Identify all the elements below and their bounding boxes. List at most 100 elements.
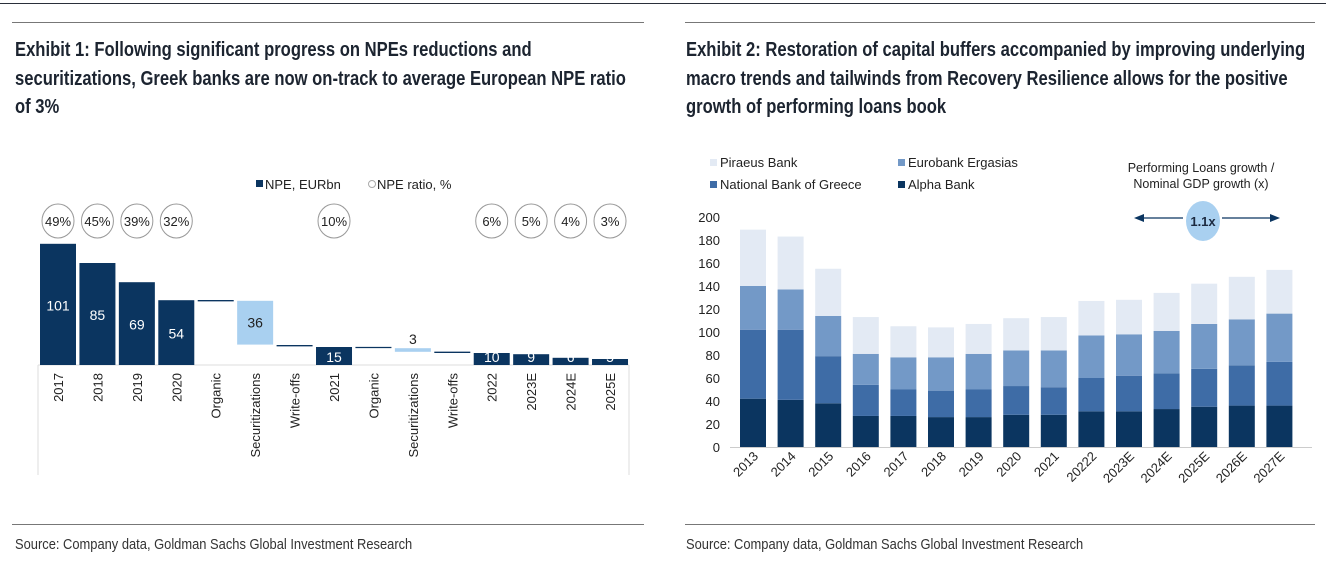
stack-segment-national-bank-of-greece xyxy=(1191,368,1218,407)
arrow-left-icon xyxy=(1134,214,1144,222)
x-tick-label: 2019 xyxy=(130,373,145,402)
x-tick-label: 2017 xyxy=(880,449,911,480)
stack-segment-national-bank-of-greece xyxy=(890,389,917,416)
npe-ratio-label: 49% xyxy=(45,214,71,229)
npe-ratio-bubble xyxy=(120,203,154,239)
stack-segment-national-bank-of-greece xyxy=(740,329,766,399)
stack-segment-eurobank-ergasias xyxy=(815,315,842,357)
legend-marker-ratio xyxy=(368,180,376,188)
securitization-label: 3 xyxy=(409,331,417,347)
securitization-label: 36 xyxy=(247,315,263,331)
npe-bar xyxy=(316,347,353,365)
npe-bar xyxy=(158,300,195,365)
stack-segment-alpha-bank xyxy=(1040,414,1067,447)
stack-segment-eurobank-ergasias xyxy=(1116,334,1142,376)
stack-segment-eurobank-ergasias xyxy=(740,286,766,330)
npe-bar-label: 5 xyxy=(606,349,614,365)
stack-segment-national-bank-of-greece xyxy=(1078,378,1105,412)
y-tick-label: 180 xyxy=(698,233,720,248)
securitization-bar xyxy=(394,348,431,352)
stack-segment-national-bank-of-greece xyxy=(1040,387,1067,415)
x-tick-label: 2023E xyxy=(524,373,539,411)
npe-ratio-bubble xyxy=(514,203,548,239)
legend-swatch xyxy=(898,159,905,166)
stack-segment-national-bank-of-greece xyxy=(965,389,992,418)
stack-segment-alpha-bank xyxy=(1003,414,1030,447)
stack-segment-piraeus-bank xyxy=(965,323,992,354)
npe-ratio-label: 5% xyxy=(522,214,541,229)
x-tick-label: 2024E xyxy=(564,373,579,411)
legend-label: Alpha Bank xyxy=(908,177,975,192)
stack-segment-national-bank-of-greece xyxy=(815,356,842,404)
npe-ratio-bubble xyxy=(159,203,193,239)
npe-ratio-bubble xyxy=(317,203,351,239)
npe-bar-label: 69 xyxy=(129,317,145,333)
exhibit2-source: Source: Company data, Goldman Sachs Glob… xyxy=(686,536,1084,553)
x-tick-label: 2023E xyxy=(1100,448,1137,485)
stack-segment-national-bank-of-greece xyxy=(1228,365,1255,406)
stack-segment-eurobank-ergasias xyxy=(1191,323,1218,369)
x-tick-label: Write-offs xyxy=(288,373,303,429)
x-tick-label: 2015 xyxy=(805,449,836,480)
x-tick-label: 2025E xyxy=(603,373,618,411)
npe-ratio-label: 10% xyxy=(321,214,347,229)
npe-ratio-label: 32% xyxy=(163,214,189,229)
x-tick-label: Organic xyxy=(366,373,381,419)
legend-label-ratio: NPE ratio, % xyxy=(377,177,452,192)
y-tick-label: 100 xyxy=(698,325,720,340)
npe-bar xyxy=(40,243,76,365)
stack-segment-alpha-bank xyxy=(1153,409,1180,447)
x-tick-label: Securitizations xyxy=(406,373,421,458)
npe-bar xyxy=(118,282,155,365)
y-tick-label: 120 xyxy=(698,302,720,317)
stack-segment-alpha-bank xyxy=(965,417,992,447)
stack-segment-alpha-bank xyxy=(740,398,766,447)
stack-segment-eurobank-ergasias xyxy=(1040,350,1067,388)
y-tick-label: 160 xyxy=(698,256,720,271)
stack-segment-piraeus-bank xyxy=(815,268,842,316)
npe-bar xyxy=(592,359,629,365)
npe-ratio-bubble xyxy=(593,203,627,239)
x-tick-label: 2027E xyxy=(1250,448,1287,485)
y-tick-label: 80 xyxy=(706,348,720,363)
stack-segment-piraeus-bank xyxy=(740,229,766,286)
stack-segment-alpha-bank xyxy=(777,399,804,447)
npe-ratio-label: 4% xyxy=(561,214,580,229)
stack-segment-eurobank-ergasias xyxy=(965,353,992,390)
stack-segment-eurobank-ergasias xyxy=(1228,319,1255,366)
stack-segment-piraeus-bank xyxy=(1191,283,1218,324)
x-tick-label: Organic xyxy=(209,373,224,419)
stack-segment-eurobank-ergasias xyxy=(1153,330,1180,374)
x-tick-label: 2022 xyxy=(485,373,500,402)
y-tick-label: 200 xyxy=(698,210,720,225)
stack-segment-national-bank-of-greece xyxy=(852,384,879,416)
stack-segment-eurobank-ergasias xyxy=(1003,350,1030,387)
npe-ratio-label: 39% xyxy=(124,214,150,229)
annotation-text: Nominal GDP growth (x) xyxy=(1133,177,1268,191)
x-tick-label: 2018 xyxy=(90,373,105,402)
legend-label: Eurobank Ergasias xyxy=(908,155,1018,170)
npe-bar-label: 101 xyxy=(46,297,70,313)
legend-swatch-npe xyxy=(256,180,263,187)
x-tick-label: 2021 xyxy=(1031,449,1062,480)
npe-ratio-label: 45% xyxy=(84,214,110,229)
npe-bar-label: 9 xyxy=(527,349,535,365)
x-tick-label: 2013 xyxy=(730,449,761,480)
stack-segment-piraeus-bank xyxy=(1078,300,1105,336)
x-tick-label: Securitizations xyxy=(248,373,263,458)
npe-ratio-bubble xyxy=(475,203,509,239)
stack-segment-eurobank-ergasias xyxy=(928,357,954,391)
stack-segment-alpha-bank xyxy=(928,417,954,447)
exhibit1-bottom-rule xyxy=(12,524,644,525)
y-tick-label: 140 xyxy=(698,279,720,294)
x-tick-label: 20222 xyxy=(1063,449,1099,485)
x-tick-label: 2016 xyxy=(843,449,874,480)
npe-bar-label: 85 xyxy=(90,307,106,323)
npe-bar xyxy=(513,354,550,365)
securitization-bar xyxy=(237,300,274,345)
x-tick-label: 2026E xyxy=(1213,448,1250,485)
npe-bar xyxy=(552,357,589,365)
stack-segment-eurobank-ergasias xyxy=(1078,335,1105,378)
npe-ratio-bubble xyxy=(41,203,75,239)
